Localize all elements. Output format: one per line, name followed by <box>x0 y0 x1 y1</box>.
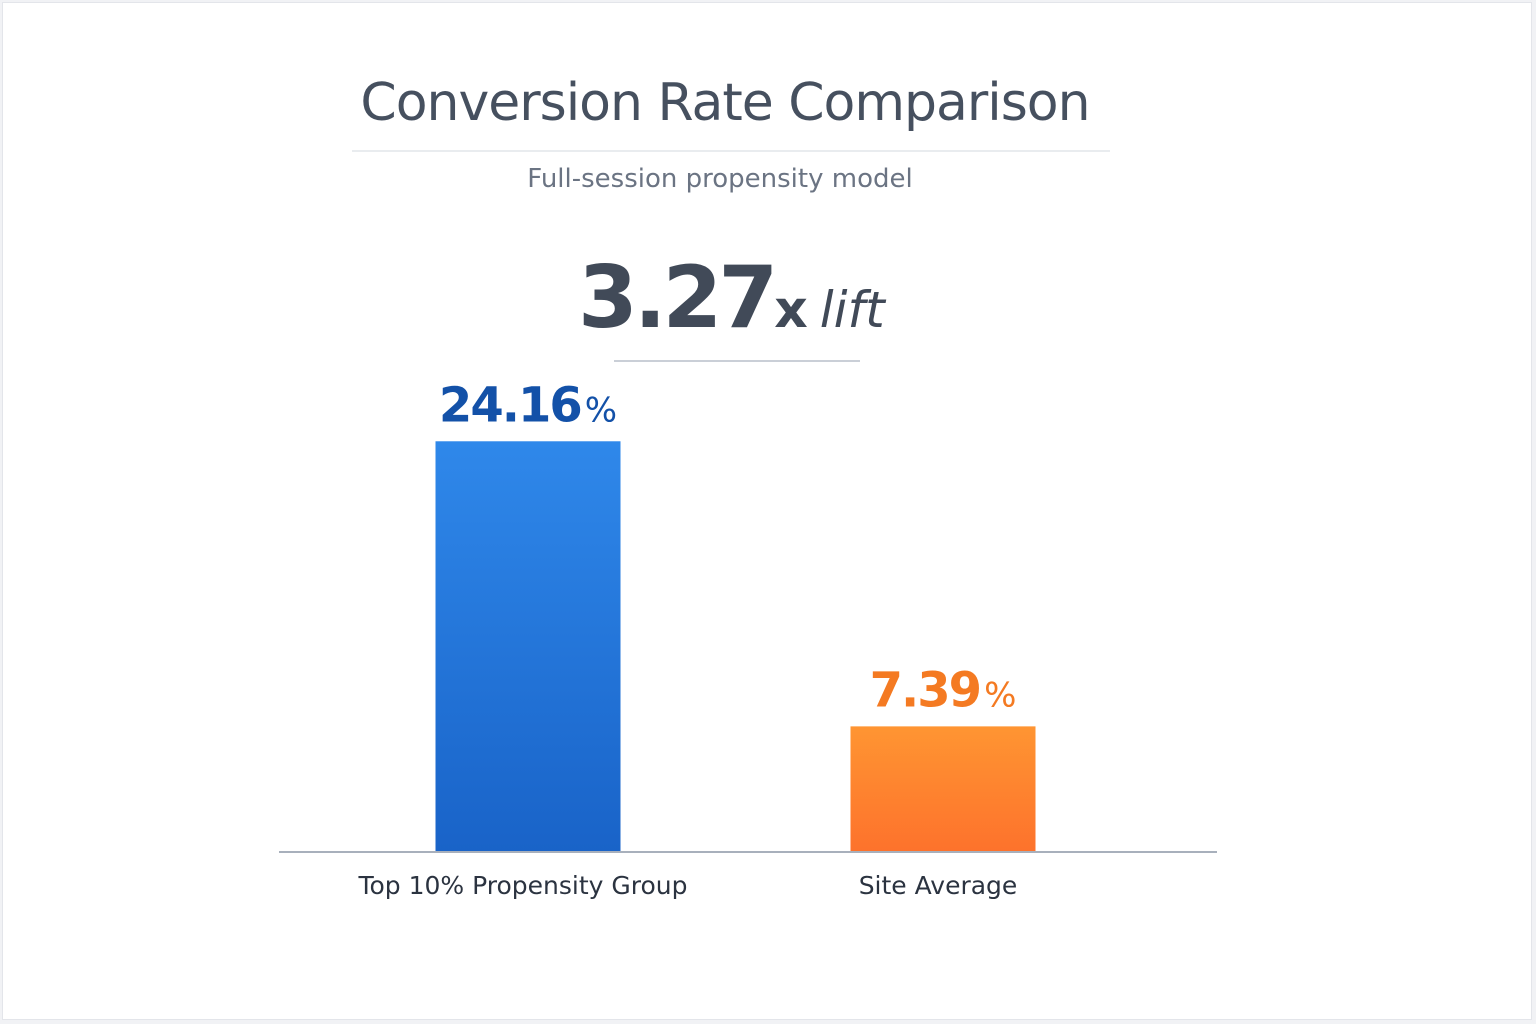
value-label: 24.16% <box>439 377 617 433</box>
bar-top-10-propensity-group <box>435 441 621 852</box>
value-label: 7.39% <box>870 662 1017 718</box>
bar-site-average <box>850 726 1036 852</box>
x-tick-label: Site Average <box>859 871 1018 900</box>
chart-title: Conversion Rate Comparison <box>360 73 1089 133</box>
bars-group: 24.16 % Top 10% Propensity Group 7.39 % Site … <box>357 377 1036 900</box>
lift-suffix: x <box>774 280 808 340</box>
lift-annotation: 3.27x lift <box>578 248 887 348</box>
lift-value: 3.27 <box>578 248 774 348</box>
lift-word: lift <box>820 281 887 339</box>
chart-subtitle: Full-session propensity model <box>527 164 912 194</box>
x-tick-label: Top 10% Propensity Group <box>357 871 687 900</box>
